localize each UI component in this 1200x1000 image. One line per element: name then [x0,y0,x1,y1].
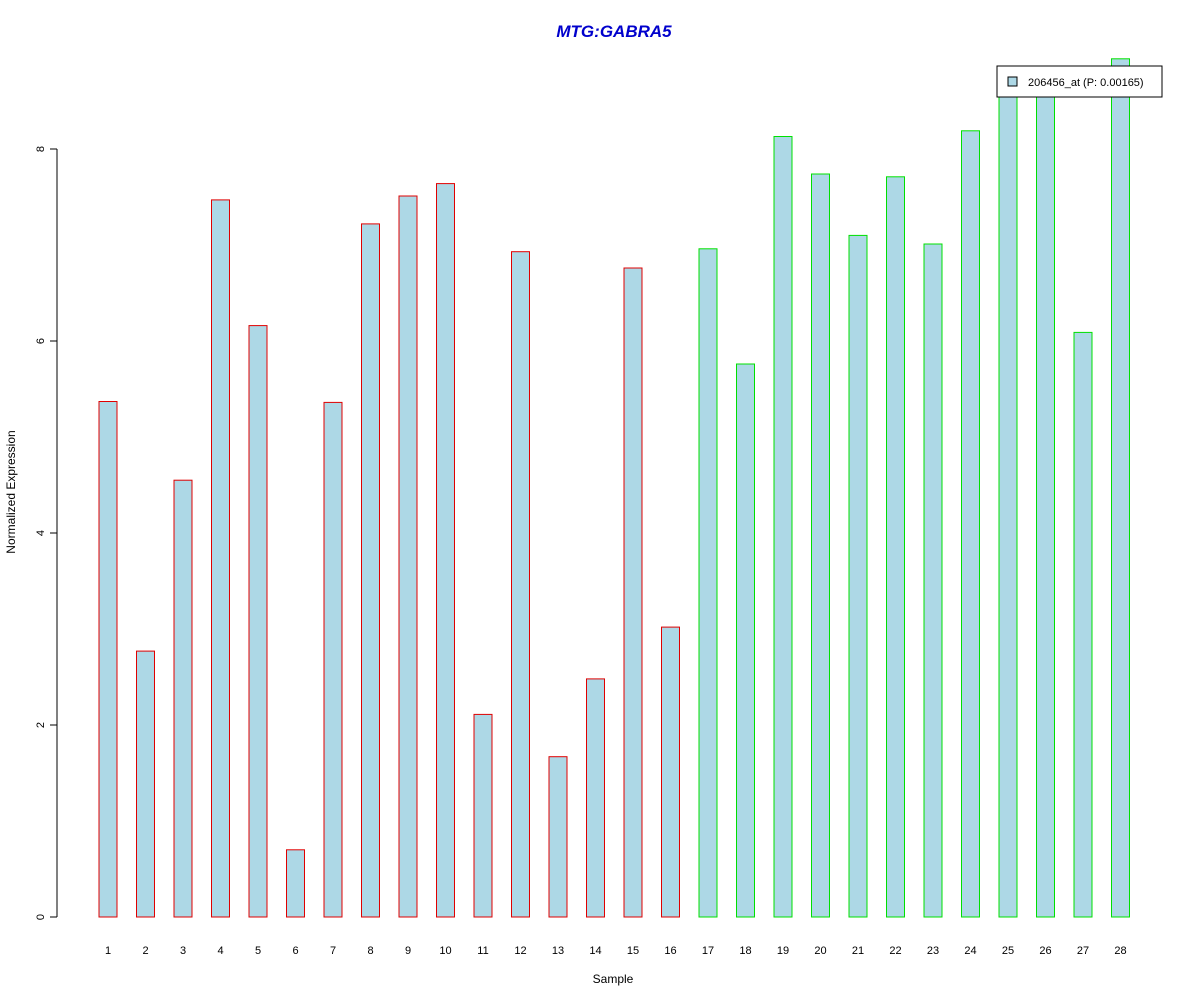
bar-sample-18 [736,363,755,918]
y-axis-label: Normalized Expression [4,430,18,553]
bar-sample-17 [698,248,718,918]
x-tick-label: 24 [964,945,976,957]
x-tick-label: 25 [1002,945,1014,957]
bar-sample-7 [323,401,343,918]
x-tick-labels: 1 2 3 4 5 6 7 8 9 10 11 12 13 14 15 16 17 18 19 20 21 22 23 24 2… [105,945,1127,957]
chart-title: MTG:GABRA5 [556,22,672,41]
bar-sample-27 [1073,331,1093,918]
x-tick-label: 5 [255,945,261,957]
y-tick-label: 2 [35,722,47,728]
x-tick-label: 20 [814,945,826,957]
x-tick-label: 13 [552,945,564,957]
x-tick-label: 3 [180,945,186,957]
x-tick-label: 14 [589,945,601,957]
x-tick-label: 18 [739,945,751,957]
x-tick-label: 27 [1077,945,1089,957]
bar-sample-21 [848,234,868,918]
bar-sample-20 [811,173,830,918]
x-tick-label: 8 [367,945,373,957]
x-tick-label: 11 [477,945,488,957]
bar-sample-22 [886,176,905,918]
bar-sample-14 [586,678,605,918]
bar-sample-28 [1111,58,1130,918]
bar-sample-23 [923,243,943,918]
x-tick-label: 16 [664,945,676,957]
bar-sample-5 [248,325,268,918]
bar-sample-3 [173,479,193,918]
x-tick-label: 9 [405,945,411,957]
x-tick-label: 17 [702,945,714,957]
bar-sample-11 [473,713,493,918]
bar-sample-25 [998,81,1018,918]
x-tick-label: 23 [927,945,939,957]
x-tick-label: 26 [1039,945,1051,957]
x-tick-label: 12 [514,945,526,957]
y-tick-label: 4 [35,530,47,536]
y-axis: 0 2 4 6 8 [35,146,58,920]
legend: 206456_at (P: 0.00165) [996,65,1163,98]
x-tick-label: 28 [1114,945,1126,957]
x-tick-label: 15 [627,945,639,957]
bar-sample-2 [136,650,155,918]
bar-sample-8 [361,223,380,918]
bar-sample-4 [211,199,230,918]
bar-sample-6 [286,849,305,918]
bar-sample-15 [623,267,643,918]
x-tick-label: 6 [292,945,298,957]
bar-sample-19 [773,136,793,918]
bars-group [98,58,1130,918]
x-tick-label: 19 [777,945,789,957]
y-tick-label: 8 [35,146,47,152]
legend-swatch [1007,76,1018,87]
bar-sample-9 [398,195,418,918]
x-tick-label: 7 [330,945,336,957]
bar-sample-26 [1036,93,1055,918]
y-tick-label: 0 [35,914,47,920]
x-tick-label: 10 [439,945,451,957]
bar-sample-13 [548,756,568,918]
x-tick-label: 21 [852,945,864,957]
legend-label: 206456_at (P: 0.00165) [1028,77,1144,89]
x-tick-label: 2 [142,945,148,957]
legend-box [996,65,1163,98]
x-axis-label: Sample [593,972,634,986]
x-tick-label: 22 [889,945,901,957]
bar-sample-10 [436,183,455,918]
y-tick-label: 6 [35,338,47,344]
x-tick-label: 4 [217,945,223,957]
bar-sample-24 [961,130,980,918]
x-tick-label: 1 [105,945,111,957]
bar-sample-1 [98,401,118,918]
bar-sample-16 [661,626,680,918]
bar-sample-12 [511,251,530,918]
